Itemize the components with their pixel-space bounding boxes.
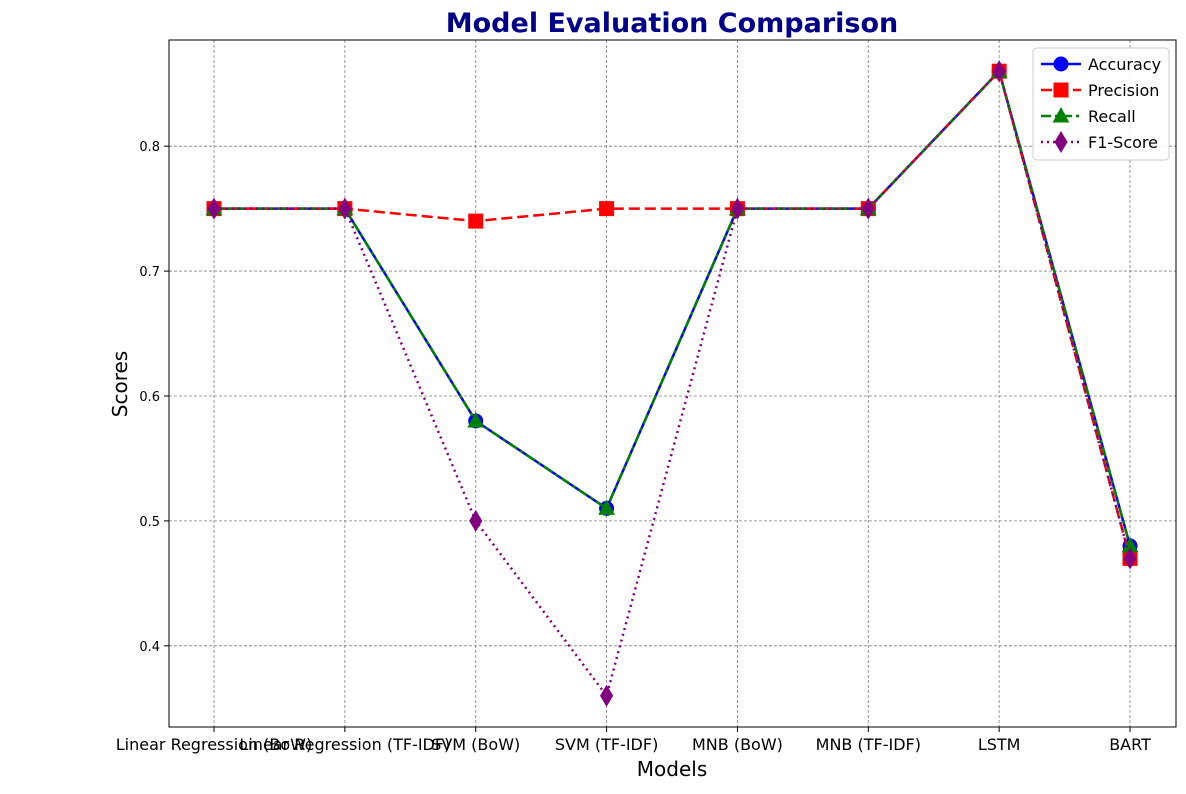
data-point [992, 60, 1006, 83]
series-f1-score [207, 60, 1137, 707]
legend-item: Precision [1041, 81, 1159, 100]
y-axis-label: Scores [108, 351, 132, 417]
legend-marker [1054, 131, 1068, 153]
chart-title: Model Evaluation Comparison [446, 8, 898, 39]
legend-marker [1052, 106, 1070, 123]
y-tick-label: 0.8 [139, 140, 160, 155]
legend-item: Recall [1041, 106, 1136, 126]
legend-label: F1-Score [1088, 133, 1158, 152]
legend-label: Recall [1088, 107, 1136, 126]
series-line [214, 69, 1132, 559]
x-tick-label: Linear Regression (BoW) [116, 735, 312, 754]
data-point [599, 684, 614, 707]
axes: Linear Regression (BoW)Linear Regression… [116, 140, 1151, 754]
grid [169, 40, 1176, 727]
x-tick-label: MNB (BoW) [692, 735, 783, 754]
series-line [214, 69, 1132, 547]
x-tick-label: MNB (TF-IDF) [816, 735, 921, 754]
y-tick-label: 0.5 [139, 515, 160, 530]
x-tick-label: LSTM [978, 735, 1021, 754]
legend-box [1032, 47, 1170, 161]
x-tick-label: BART [1109, 735, 1151, 754]
y-tick-label: 0.7 [139, 265, 160, 280]
x-tick-label: Linear Regression (TF-IDF) [239, 735, 450, 754]
legend: Accuracy Precision Recall F1-Score [1032, 47, 1170, 161]
legend-marker [1053, 56, 1069, 72]
data-point [730, 197, 745, 220]
series-layer [205, 60, 1139, 707]
data-point [207, 197, 221, 220]
legend-item: F1-Score [1041, 131, 1158, 153]
legend-marker [1053, 82, 1069, 98]
y-tick-label: 0.4 [139, 640, 160, 655]
legend-item: Accuracy [1041, 55, 1161, 74]
y-tick-label: 0.6 [139, 390, 160, 405]
data-point [469, 509, 483, 532]
x-tick-label: SVM (BoW) [431, 735, 520, 754]
data-point [1123, 547, 1137, 570]
data-point [598, 499, 615, 515]
data-point [599, 201, 615, 217]
legend-label: Precision [1088, 81, 1159, 100]
x-tick-label: SVM (TF-IDF) [555, 735, 658, 754]
legend-label: Accuracy [1088, 55, 1161, 74]
series-line [214, 69, 1132, 698]
x-axis-label: Models [637, 757, 707, 781]
data-point [468, 213, 484, 229]
data-point [861, 197, 875, 220]
data-point [467, 411, 485, 428]
data-point [338, 197, 352, 220]
plot-frame [168, 39, 1177, 728]
